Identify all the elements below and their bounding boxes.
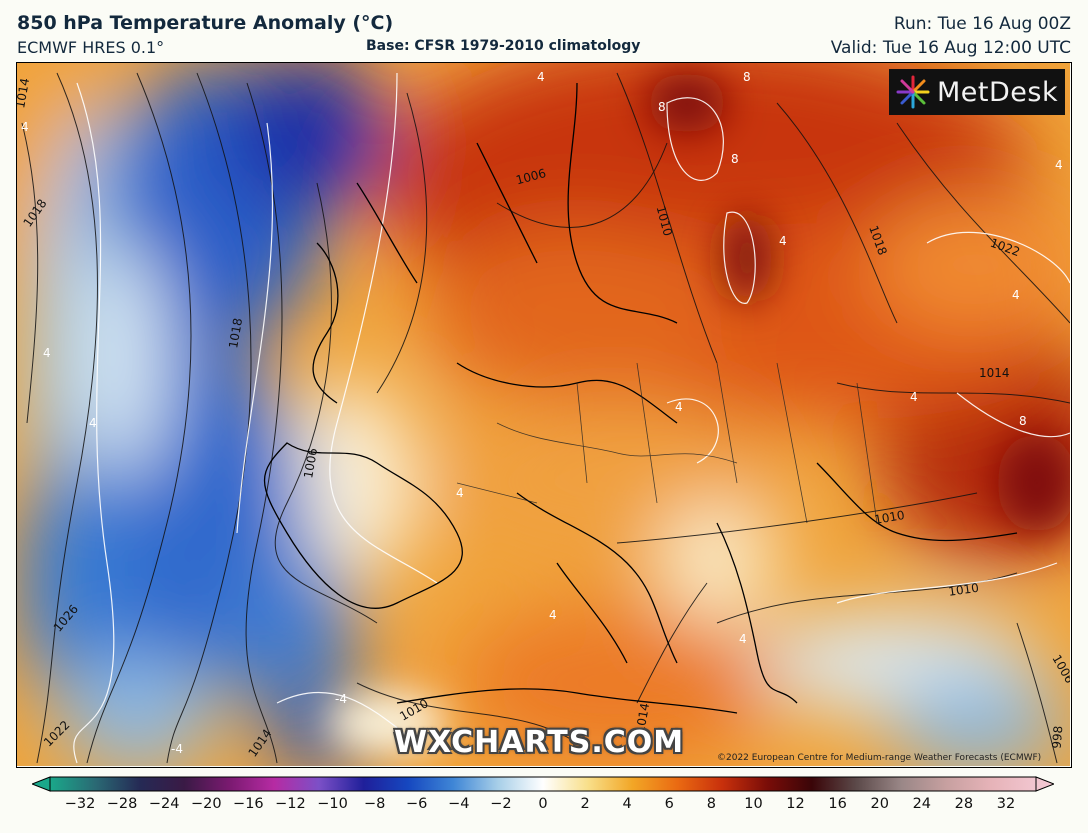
colorbar-tick-label: −2 <box>490 796 512 812</box>
colorbar-tick-label: 8 <box>706 796 716 812</box>
colorbar-tick-label: 2 <box>580 796 590 812</box>
anomaly-label: 4 <box>549 608 557 622</box>
anomaly-label: 4 <box>537 70 545 84</box>
colorbar-tick-label: −10 <box>317 796 348 812</box>
anomaly-map[interactable]: 1014 1018 1018 1006 1026 1022 1014 1010 … <box>17 63 1070 766</box>
colorbar-tick-label: −8 <box>363 796 386 812</box>
anomaly-label: 4 <box>675 400 683 414</box>
anomaly-label: 4 <box>89 416 97 430</box>
map-panel[interactable]: 1014 1018 1018 1006 1026 1022 1014 1010 … <box>16 62 1072 768</box>
anomaly-label: -4 <box>335 692 347 706</box>
anomaly-label: 8 <box>1019 414 1027 428</box>
anomaly-contours <box>73 72 1070 764</box>
colorbar-tick-label: 0 <box>538 796 548 812</box>
colorbar-tick-label: 28 <box>954 796 974 812</box>
metdesk-logo: MetDesk <box>889 69 1065 115</box>
valid-time: Valid: Tue 16 Aug 12:00 UTC <box>830 38 1071 58</box>
watermark: WXCHARTS.COM <box>394 725 685 760</box>
colorbar-max-arrow <box>1035 776 1054 792</box>
colorbar-tick-label: 6 <box>664 796 674 812</box>
colorbar-gradient <box>49 776 1037 792</box>
climatology-base: Base: CFSR 1979-2010 climatology <box>366 38 641 54</box>
colorbar-min-arrow <box>32 776 51 792</box>
colorbar-ticks: −32 −28 −24 −20 −16 −12 −10 −8 −6 −4 −2 0 2 4 6 8 10 12 16… <box>0 796 1088 818</box>
colorbar-tick-label: 16 <box>828 796 847 812</box>
colorbar-tick-label: −24 <box>148 796 180 812</box>
anomaly-label: -4 <box>171 742 183 756</box>
isobar-label: 998 <box>1050 725 1066 749</box>
run-time: Run: Tue 16 Aug 00Z <box>893 14 1071 34</box>
anomaly-label: 4 <box>910 390 918 404</box>
anomaly-label: 4 <box>739 632 747 646</box>
colorbar-tick-label: 24 <box>912 796 932 812</box>
colorbar-tick-label: −28 <box>106 796 138 812</box>
colorbar-tick-label: 32 <box>996 796 1016 812</box>
colorbar <box>32 776 1054 792</box>
anomaly-label: 8 <box>743 70 751 84</box>
logo-text: MetDesk <box>937 76 1059 108</box>
colorbar-tick-label: −4 <box>448 796 470 812</box>
model-name: ECMWF HRES 0.1° <box>17 38 165 57</box>
anomaly-label: 4 <box>1012 288 1020 302</box>
copyright-notice: ©2022 European Centre for Medium-range W… <box>717 753 1042 763</box>
colorbar-tick-label: −16 <box>233 796 264 812</box>
chart-title: 850 hPa Temperature Anomaly (°C) <box>17 12 394 34</box>
metdesk-star-icon <box>896 75 930 109</box>
isobar-label: 1014 <box>633 702 652 735</box>
isobar-label: 1010 <box>948 581 980 599</box>
colorbar-tick-label: 10 <box>744 796 763 812</box>
anomaly-label: 4 <box>43 346 51 360</box>
isobar-label: 1014 <box>979 366 1010 380</box>
colorbar-tick-label: −32 <box>64 796 96 812</box>
anomaly-label: 4 <box>779 234 787 248</box>
isobar-label: 1018 <box>226 317 245 350</box>
colorbar-tick-label: 12 <box>786 796 805 812</box>
colorbar-tick-label: −20 <box>190 796 222 812</box>
colorbar-tick-label: 20 <box>870 796 889 812</box>
colorbar-tick-label: −6 <box>406 796 428 812</box>
anomaly-label: 8 <box>658 100 666 114</box>
country-borders <box>456 362 878 524</box>
coastlines <box>264 82 1018 714</box>
colorbar-tick-label: 4 <box>622 796 632 812</box>
anomaly-label: 4 <box>21 120 29 134</box>
anomaly-label: 8 <box>731 152 739 166</box>
anomaly-label-group: 4 4 4 4 4 4 4 8 8 8 8 4 4 4 4 4 -4 -4 <box>21 70 1063 756</box>
isobar-label: 1010 <box>873 508 906 527</box>
anomaly-label: 4 <box>456 486 464 500</box>
colorbar-tick-label: −12 <box>275 796 306 812</box>
anomaly-label: 4 <box>1055 158 1063 172</box>
isobar-label: 1006 <box>301 447 320 480</box>
